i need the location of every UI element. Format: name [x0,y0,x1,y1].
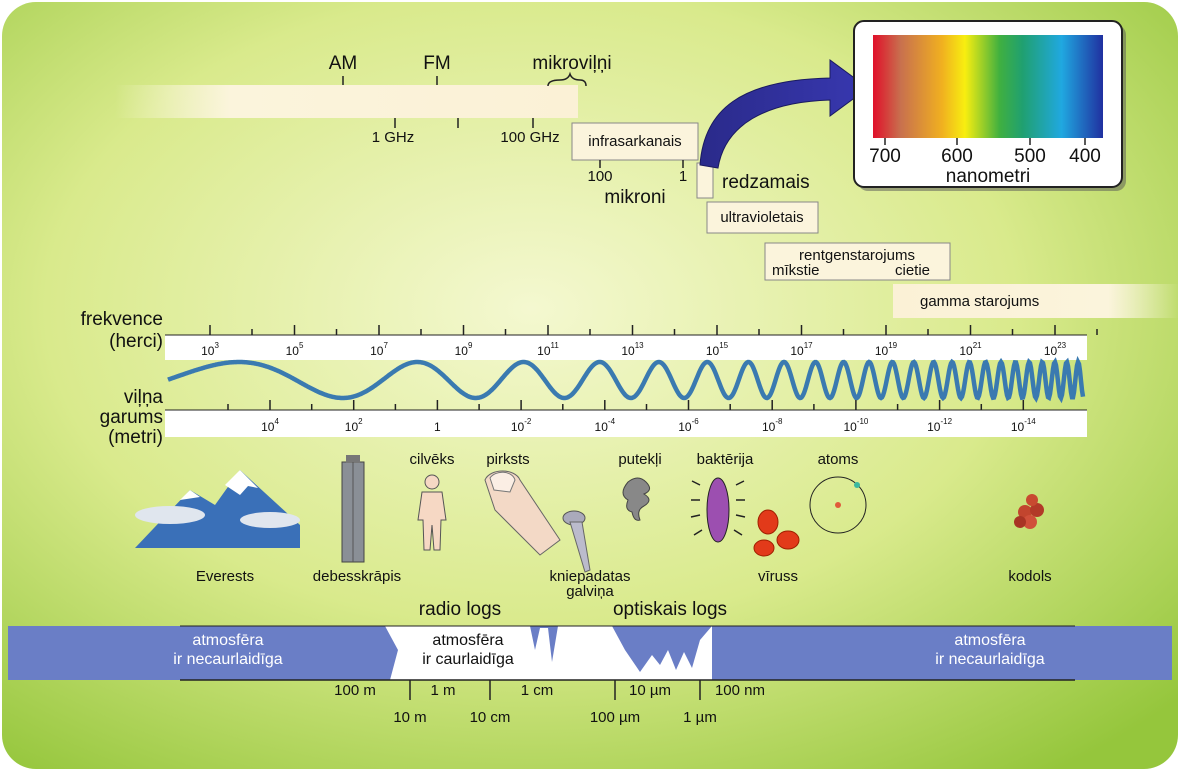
skyscraper-icon [342,455,364,562]
tick-label: 700 [869,146,901,167]
base: 10 [762,420,776,434]
label: radio logs [419,599,501,620]
label: 100 [587,168,612,185]
scale-label: 1 cm [521,682,554,699]
scale-label: 100 µm [590,709,640,726]
atmosphere-label: atmosfēra [432,632,503,649]
exponent: -14 [1024,417,1036,426]
object-label: atoms [818,451,859,468]
base: 10 [345,420,359,434]
radio-bar [115,85,578,118]
exponent: -2 [524,417,532,426]
diagram: AM FM mikroviļņi 1 GHz 100 GHz infrasark… [0,0,1180,771]
base: 10 [790,344,804,358]
scale-label: 100 nm [715,682,765,699]
atmosphere-label: atmosfēra [954,632,1025,649]
scale-label: 1 µm [683,709,717,726]
label: gamma starojums [920,293,1039,310]
scale-label: 1 m [430,682,455,699]
axis-label: (metri) [108,427,163,448]
tick-label: 600 [941,146,973,167]
exponent: 23 [1057,341,1066,350]
exponent: 15 [719,341,728,350]
atmosphere-label: ir necaurlaidīga [935,651,1045,668]
label: 1 GHz [372,129,415,146]
base: 10 [706,344,720,358]
object-label: galviņa [566,583,614,600]
exponent: 13 [635,341,644,350]
exponent: -8 [775,417,783,426]
label: ultravioletais [720,209,803,226]
object-label: baktērija [697,451,754,468]
axis-label: frekvence [81,309,163,330]
base: 10 [621,344,635,358]
label: 1 [679,168,687,185]
atmosphere-label: atmosfēra [192,632,263,649]
atmosphere-label: ir caurlaidīga [422,651,514,668]
base: 10 [201,344,215,358]
base: 10 [843,420,857,434]
label: FM [423,53,450,74]
exponent: 21 [973,341,982,350]
object-label: debesskrāpis [313,568,401,585]
base: 10 [370,344,384,358]
base: 10 [595,420,609,434]
exponent: 3 [214,341,219,350]
object-label: Everests [196,568,254,585]
exponent: -6 [692,417,700,426]
tick-label: 1 [434,420,441,434]
axis-label: garums [100,407,163,428]
base: 1 [434,420,441,434]
base: 10 [1044,344,1058,358]
object-label: vīruss [758,568,798,585]
exponent: 17 [804,341,813,350]
atmosphere-label: ir necaurlaidīga [173,651,283,668]
label: nanometri [946,166,1031,187]
visible-box [697,163,713,198]
base: 10 [927,420,941,434]
scale-label: 10 m [393,709,426,726]
spectrum [873,35,1103,138]
base: 10 [875,344,889,358]
exponent: 2 [358,417,363,426]
scale-label: 100 m [334,682,376,699]
label: redzamais [722,172,810,193]
axis-label: viļņa [124,387,164,408]
label: AM [329,53,358,74]
label: infrasarkanais [588,133,681,150]
tick-label: 500 [1014,146,1046,167]
axis-label: (herci) [109,331,163,352]
base: 10 [511,420,525,434]
label: 100 GHz [500,129,559,146]
object-label: kodols [1008,568,1051,585]
scale-label: 10 µm [629,682,671,699]
base: 10 [286,344,300,358]
label: mīkstie [772,262,820,279]
label: mikroni [604,187,665,208]
exponent: 5 [299,341,304,350]
exponent: -12 [940,417,952,426]
object-label: pirksts [486,451,529,468]
base: 10 [537,344,551,358]
object-label: putekļi [618,451,661,468]
exponent: 4 [274,417,279,426]
exponent: -10 [857,417,869,426]
base: 10 [455,344,469,358]
scale-label: 10 cm [470,709,511,726]
label: mikroviļņi [532,53,611,74]
exponent: -4 [608,417,616,426]
exponent: 9 [468,341,473,350]
label: cietie [895,262,930,279]
label: optiskais logs [613,599,727,620]
base: 10 [959,344,973,358]
base: 10 [1011,420,1025,434]
base: 10 [261,420,275,434]
exponent: 19 [888,341,897,350]
object-label: cilvēks [409,451,454,468]
exponent: 11 [551,341,560,350]
base: 10 [678,420,692,434]
exponent: 7 [383,341,388,350]
tick-label: 400 [1069,146,1101,167]
